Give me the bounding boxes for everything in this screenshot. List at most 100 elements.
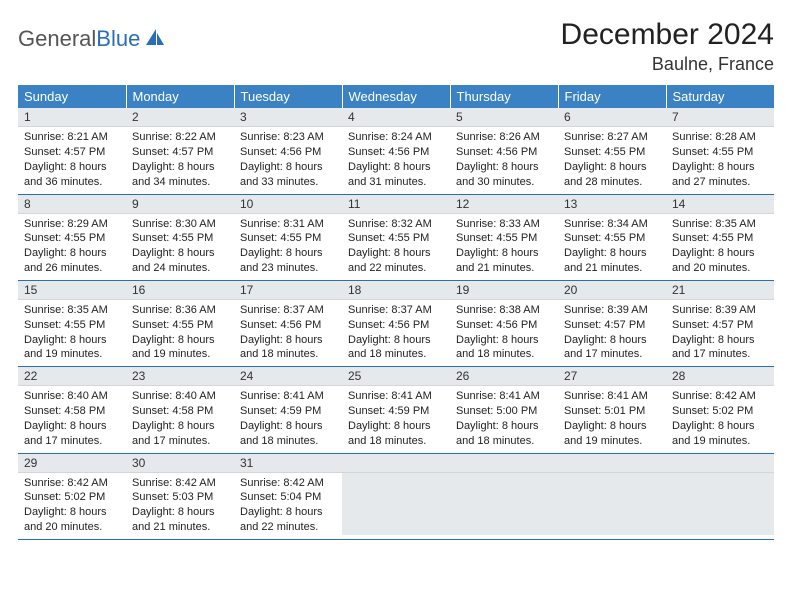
day-data: Sunrise: 8:40 AMSunset: 4:58 PMDaylight:… [126,386,234,452]
day-number: 29 [18,454,126,473]
sail-icon [144,27,166,52]
calendar-row: 1Sunrise: 8:21 AMSunset: 4:57 PMDaylight… [18,108,774,194]
calendar-cell: 10Sunrise: 8:31 AMSunset: 4:55 PMDayligh… [234,194,342,280]
calendar-cell [666,453,774,539]
calendar-cell: 17Sunrise: 8:37 AMSunset: 4:56 PMDayligh… [234,280,342,366]
calendar-row: 15Sunrise: 8:35 AMSunset: 4:55 PMDayligh… [18,280,774,366]
calendar-cell: 22Sunrise: 8:40 AMSunset: 4:58 PMDayligh… [18,367,126,453]
sunrise-line: Sunrise: 8:39 AM [672,304,756,316]
sunset-line: Sunset: 5:02 PM [672,405,753,417]
day-data: Sunrise: 8:41 AMSunset: 5:00 PMDaylight:… [450,386,558,452]
sunset-line: Sunset: 4:56 PM [240,146,321,158]
day-data: Sunrise: 8:37 AMSunset: 4:56 PMDaylight:… [342,300,450,366]
sunset-line: Sunset: 4:56 PM [348,319,429,331]
daylight-line: Daylight: 8 hours and 28 minutes. [564,161,647,188]
sunset-line: Sunset: 4:56 PM [456,319,537,331]
day-data: Sunrise: 8:35 AMSunset: 4:55 PMDaylight:… [18,300,126,366]
calendar-cell [342,453,450,539]
weekday-header: Monday [126,85,234,108]
sunrise-line: Sunrise: 8:42 AM [240,477,324,489]
calendar-cell: 19Sunrise: 8:38 AMSunset: 4:56 PMDayligh… [450,280,558,366]
daylight-line: Daylight: 8 hours and 24 minutes. [132,247,215,274]
daylight-line: Daylight: 8 hours and 18 minutes. [456,420,539,447]
sunrise-line: Sunrise: 8:40 AM [132,390,216,402]
sunrise-line: Sunrise: 8:36 AM [132,304,216,316]
sunset-line: Sunset: 4:55 PM [672,146,753,158]
weekday-header: Friday [558,85,666,108]
daylight-line: Daylight: 8 hours and 27 minutes. [672,161,755,188]
day-data: Sunrise: 8:23 AM Sunset: 4:56 PM Daylight:… [234,127,342,193]
sunset-line: Sunset: 4:55 PM [24,232,105,244]
sunset-line: Sunset: 4:59 PM [240,405,321,417]
sunset-line: Sunset: 4:55 PM [672,232,753,244]
sunrise-line: Sunrise: 8:23 AM [240,131,324,143]
day-number-empty [558,454,666,473]
day-data: Sunrise: 8:34 AMSunset: 4:55 PMDaylight:… [558,214,666,280]
day-data: Sunrise: 8:27 AMSunset: 4:55 PMDaylight:… [558,127,666,193]
weekday-header-row: SundayMondayTuesdayWednesdayThursdayFrid… [18,85,774,108]
daylight-line: Daylight: 8 hours and 18 minutes. [240,420,323,447]
day-number: 28 [666,367,774,386]
sunset-line: Sunset: 4:59 PM [348,405,429,417]
sunrise-line: Sunrise: 8:41 AM [564,390,648,402]
day-data-empty [558,473,666,535]
sunrise-line: Sunrise: 8:39 AM [564,304,648,316]
calendar-cell: 15Sunrise: 8:35 AMSunset: 4:55 PMDayligh… [18,280,126,366]
day-number: 26 [450,367,558,386]
calendar-cell [450,453,558,539]
sunrise-line: Sunrise: 8:41 AM [348,390,432,402]
day-number: 27 [558,367,666,386]
day-number: 8 [18,195,126,214]
sunrise-line: Sunrise: 8:22 AM [132,131,216,143]
calendar-cell: 13Sunrise: 8:34 AMSunset: 4:55 PMDayligh… [558,194,666,280]
calendar-cell: 1Sunrise: 8:21 AMSunset: 4:57 PMDaylight… [18,108,126,194]
day-data: Sunrise: 8:33 AMSunset: 4:55 PMDaylight:… [450,214,558,280]
sunrise-line: Sunrise: 8:42 AM [24,477,108,489]
day-number: 17 [234,281,342,300]
daylight-line: Daylight: 8 hours and 19 minutes. [132,334,215,361]
sunrise-line: Sunrise: 8:32 AM [348,218,432,230]
day-data: Sunrise: 8:32 AMSunset: 4:55 PMDaylight:… [342,214,450,280]
day-number: 20 [558,281,666,300]
day-number: 12 [450,195,558,214]
daylight-line: Daylight: 8 hours and 33 minutes. [240,161,323,188]
day-number: 14 [666,195,774,214]
daylight-line: Daylight: 8 hours and 17 minutes. [132,420,215,447]
day-number: 9 [126,195,234,214]
day-number-empty [450,454,558,473]
day-number: 30 [126,454,234,473]
weekday-header: Tuesday [234,85,342,108]
daylight-line: Daylight: 8 hours and 34 minutes. [132,161,215,188]
page-title: December 2024 [561,18,774,52]
daylight-line: Daylight: 8 hours and 22 minutes. [348,247,431,274]
calendar-cell: 9Sunrise: 8:30 AMSunset: 4:55 PMDaylight… [126,194,234,280]
weekday-header: Saturday [666,85,774,108]
calendar-cell: 25Sunrise: 8:41 AMSunset: 4:59 PMDayligh… [342,367,450,453]
day-number: 6 [558,108,666,127]
sunset-line: Sunset: 4:57 PM [564,319,645,331]
sunset-line: Sunset: 5:02 PM [24,491,105,503]
calendar-cell: 8Sunrise: 8:29 AMSunset: 4:55 PMDaylight… [18,194,126,280]
sunrise-line: Sunrise: 8:38 AM [456,304,540,316]
day-number: 2 [126,108,234,127]
sunrise-line: Sunrise: 8:24 AM [348,131,432,143]
day-data: Sunrise: 8:42 AMSunset: 5:02 PMDaylight:… [666,386,774,452]
daylight-line: Daylight: 8 hours and 17 minutes. [564,334,647,361]
day-data-empty [342,473,450,535]
daylight-line: Daylight: 8 hours and 17 minutes. [672,334,755,361]
sunset-line: Sunset: 5:00 PM [456,405,537,417]
weekday-header: Thursday [450,85,558,108]
sunrise-line: Sunrise: 8:37 AM [348,304,432,316]
sunset-line: Sunset: 5:04 PM [240,491,321,503]
calendar-cell: 11Sunrise: 8:32 AMSunset: 4:55 PMDayligh… [342,194,450,280]
daylight-line: Daylight: 8 hours and 18 minutes. [348,420,431,447]
daylight-line: Daylight: 8 hours and 21 minutes. [564,247,647,274]
sunset-line: Sunset: 4:56 PM [240,319,321,331]
sunset-line: Sunset: 5:01 PM [564,405,645,417]
day-number: 13 [558,195,666,214]
calendar-cell: 12Sunrise: 8:33 AMSunset: 4:55 PMDayligh… [450,194,558,280]
day-number: 21 [666,281,774,300]
sunset-line: Sunset: 4:55 PM [24,319,105,331]
daylight-line: Daylight: 8 hours and 22 minutes. [240,506,323,533]
sunrise-line: Sunrise: 8:33 AM [456,218,540,230]
